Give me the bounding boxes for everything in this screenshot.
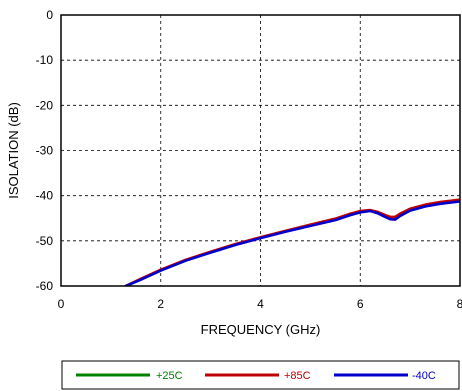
- series-line: [124, 200, 460, 286]
- legend-label: -40C: [412, 370, 436, 382]
- tick-labels: 0 -10 -20 -30 -40 -50 -60 0 2 4 6 8: [36, 8, 462, 311]
- y-tick-label: -40: [36, 189, 54, 203]
- x-axis-label: FREQUENCY (GHz): [201, 322, 321, 337]
- y-tick-label: -50: [36, 234, 54, 248]
- y-tick-label: -30: [36, 144, 54, 158]
- series-lines: [124, 198, 460, 286]
- legend-label: +85C: [284, 370, 311, 382]
- y-tick-label: 0: [46, 8, 53, 22]
- plot-frame: [60, 14, 461, 287]
- y-axis-label: ISOLATION (dB): [6, 102, 21, 199]
- grid-lines: [61, 15, 460, 286]
- x-tick-label: 2: [157, 297, 164, 311]
- x-tick-label: 6: [357, 297, 364, 311]
- series-line: [124, 199, 460, 286]
- y-tick-label: -60: [36, 279, 54, 293]
- y-tick-label: -20: [36, 98, 54, 112]
- y-tick-label: -10: [36, 53, 54, 67]
- legend: +25C +85C -40C: [61, 360, 460, 390]
- x-tick-label: 8: [457, 297, 462, 311]
- legend-label: +25C: [156, 370, 183, 382]
- x-tick-label: 4: [257, 297, 264, 311]
- x-tick-label: 0: [58, 297, 65, 311]
- series-line: [124, 198, 460, 286]
